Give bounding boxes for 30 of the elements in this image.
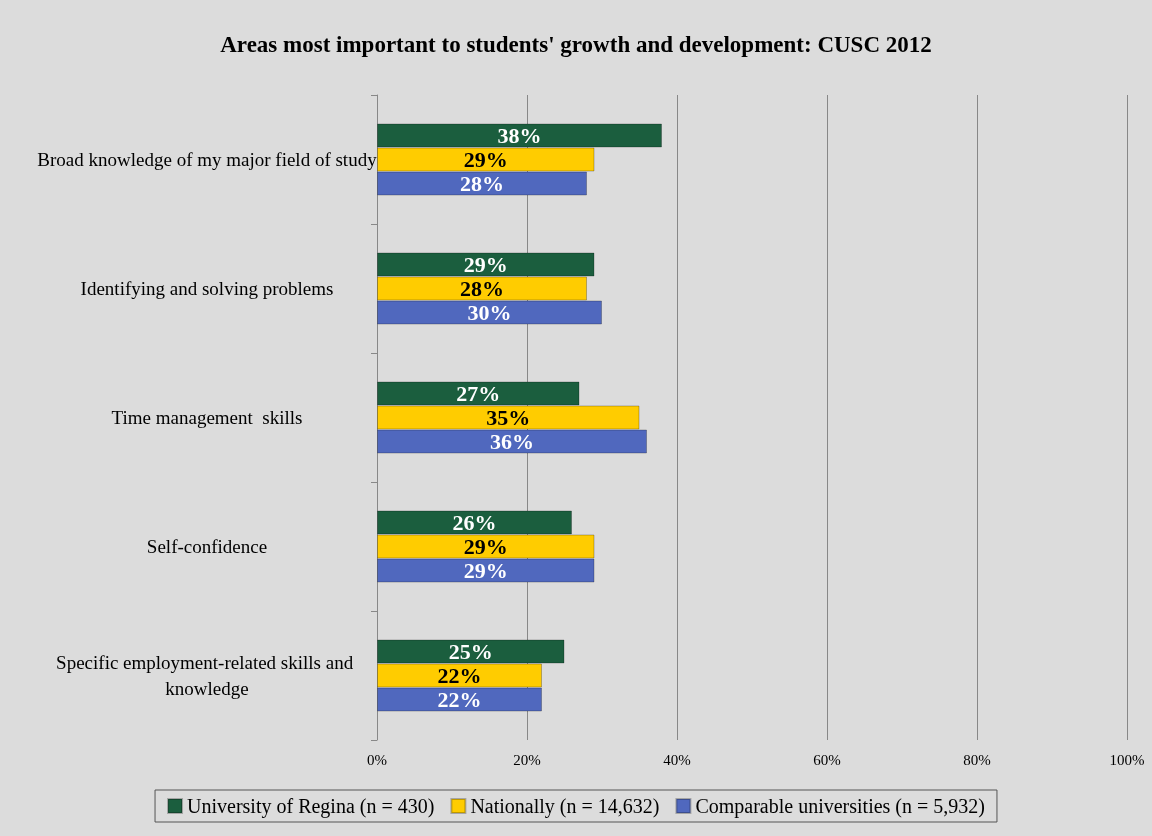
y-tick-label: Specific employment-related skills and knowledge	[56, 652, 358, 699]
data-label: 29%	[463, 534, 508, 559]
y-tick-label: Identifying and solving problems	[80, 278, 334, 299]
y-tick-label: Self-confidence	[146, 536, 268, 557]
data-label: 28%	[460, 171, 504, 196]
data-label: 22%	[437, 663, 482, 688]
x-tick-label: 40%	[663, 751, 691, 768]
x-tick-label: 60%	[813, 751, 841, 768]
data-label: 29%	[463, 252, 508, 277]
data-label: 28%	[460, 276, 504, 301]
x-tick-label: 80%	[963, 751, 991, 768]
y-tick-label: Broad knowledge of my major field of study	[37, 149, 378, 170]
data-label: 26%	[452, 510, 497, 535]
legend-label: Comparable universities (n = 5,932)	[695, 795, 985, 818]
x-tick-label: 20%	[513, 751, 541, 768]
legend-label: University of Regina (n = 430)	[187, 795, 435, 818]
legend-label: Nationally (n = 14,632)	[470, 795, 660, 818]
data-label: 29%	[463, 147, 508, 172]
data-label: 30%	[467, 300, 512, 325]
data-label: 27%	[456, 381, 501, 406]
data-label: 29%	[463, 558, 508, 583]
data-label: 35%	[486, 405, 531, 430]
y-tick-label: Time management skills	[111, 407, 303, 428]
data-label: 38%	[497, 123, 542, 148]
data-label: 25%	[448, 639, 493, 664]
x-tick-label: 100%	[1109, 751, 1145, 768]
data-label: 36%	[490, 429, 534, 454]
chart-title: Areas most important to students' growth and development: CUSC 2012	[220, 32, 932, 57]
data-label: 22%	[437, 687, 482, 712]
x-tick-label: 0%	[367, 751, 387, 768]
